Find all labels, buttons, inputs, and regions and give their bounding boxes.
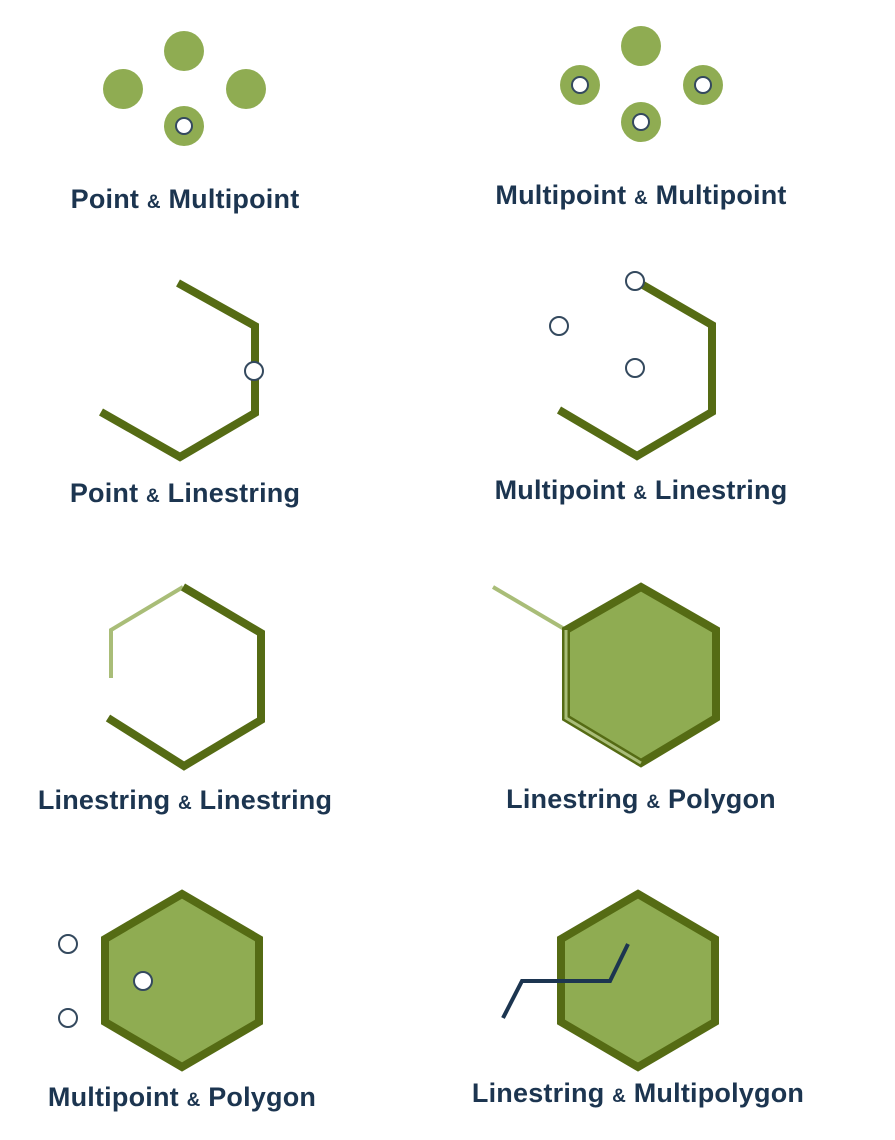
panel-multipoint-multipoint — [560, 26, 723, 142]
caption-right: Multipolygon — [633, 1078, 805, 1108]
linestring — [556, 277, 716, 461]
point-marker — [694, 76, 712, 94]
linestring — [491, 585, 568, 632]
caption-ampersand: & — [646, 792, 661, 813]
panel-linestring-polygon — [491, 582, 720, 768]
point-marker — [571, 76, 589, 94]
caption-ampersand: & — [612, 1086, 627, 1107]
linestring-light — [109, 585, 185, 678]
panel-multipoint-polygon — [58, 889, 263, 1072]
caption-left: Multipoint — [47, 1082, 179, 1112]
caption-right: Linestring — [654, 475, 788, 505]
caption-linestring-polygon: Linestring & Polygon — [506, 784, 776, 815]
panel-linestring-linestring — [105, 583, 265, 771]
caption-ampersand: & — [146, 192, 161, 213]
panel-point-multipoint — [103, 31, 266, 146]
caption-ampersand: & — [633, 483, 648, 504]
multipoint-dot-left — [103, 69, 143, 109]
point-marker — [632, 113, 650, 131]
caption-linestring-linestring: Linestring & Linestring — [38, 785, 332, 816]
multipoint-dot-right — [226, 69, 266, 109]
caption-ampersand: & — [186, 1090, 201, 1111]
panel-linestring-multipolygon — [501, 889, 719, 1072]
caption-multipoint-linestring: Multipoint & Linestring — [495, 475, 788, 506]
caption-right: Polygon — [208, 1082, 317, 1112]
point-marker — [175, 117, 193, 135]
caption-ampersand: & — [178, 793, 192, 814]
caption-linestring-multipolygon: Linestring & Multipolygon — [472, 1078, 804, 1109]
caption-right: Linestring — [167, 478, 301, 508]
polygon — [101, 889, 263, 1072]
linestring — [501, 943, 630, 1019]
point-marker — [58, 1008, 78, 1028]
caption-right: Multipoint — [655, 180, 787, 210]
polygon — [562, 582, 720, 768]
caption-left: Linestring — [471, 1078, 605, 1108]
linestring-on-boundary — [564, 630, 642, 765]
point-marker — [625, 271, 645, 291]
caption-point-linestring: Point & Linestring — [70, 478, 300, 509]
caption-left: Linestring — [506, 784, 639, 814]
caption-left: Point — [70, 184, 140, 214]
point-marker — [625, 358, 645, 378]
caption-ampersand: & — [634, 188, 648, 209]
panel-multipoint-linestring — [549, 271, 716, 461]
caption-left: Linestring — [37, 785, 171, 815]
caption-right: Multipoint — [168, 184, 300, 214]
point-marker — [58, 934, 78, 954]
caption-right: Polygon — [667, 784, 776, 814]
point-marker — [244, 361, 264, 381]
caption-left: Multipoint — [495, 180, 627, 210]
caption-multipoint-polygon: Multipoint & Polygon — [48, 1082, 316, 1113]
multipoint-dot-top — [164, 31, 204, 71]
caption-multipoint-multipoint: Multipoint & Multipoint — [495, 180, 786, 211]
point-marker — [549, 316, 569, 336]
caption-left: Point — [69, 478, 139, 508]
caption-left: Multipoint — [494, 475, 626, 505]
multipoint-dot-top — [621, 26, 661, 66]
caption-right: Linestring — [199, 785, 333, 815]
linestring-dark — [105, 583, 265, 771]
caption-ampersand: & — [146, 486, 160, 507]
multipolygon — [557, 889, 719, 1072]
panel-point-linestring — [99, 279, 264, 462]
linestring — [99, 279, 259, 462]
point-marker — [133, 971, 153, 991]
caption-point-multipoint: Point & Multipoint — [71, 184, 300, 215]
